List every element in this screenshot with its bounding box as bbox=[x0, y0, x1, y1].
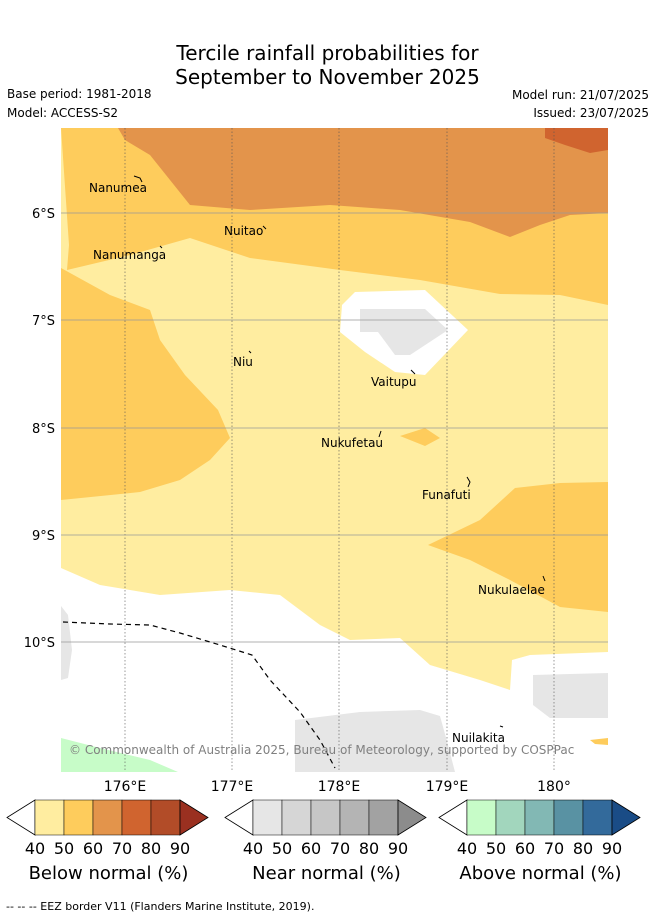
eez-border-line bbox=[62, 621, 336, 769]
niu-island bbox=[248, 350, 252, 354]
near-colorbar-tick-label: 70 bbox=[330, 839, 350, 858]
near-colorbar-tick-label: 90 bbox=[388, 839, 408, 858]
lon-tick-180: 180° bbox=[537, 779, 571, 795]
colorbar-label-near-normal: Near normal (%) bbox=[252, 863, 401, 884]
near-normal-patch-south bbox=[295, 710, 455, 772]
probability-map-area: Nanumea Nuitao Nanumanga Niu Vaitupu Nuk… bbox=[61, 128, 608, 772]
below-colorbar-segment bbox=[34, 799, 65, 836]
island-label-nuitao: Nuitao bbox=[224, 224, 263, 238]
nanumea-island bbox=[133, 175, 143, 183]
nanumanga-island bbox=[159, 245, 163, 249]
island-label-nanumea: Nanumea bbox=[89, 181, 147, 195]
map-title-line2: September to November 2025 bbox=[175, 65, 480, 89]
map-title-line1: Tercile rainfall probabilities for bbox=[176, 41, 479, 65]
lon-tick-178e: 178°E bbox=[318, 779, 361, 795]
near-colorbar-tick-label: 50 bbox=[272, 839, 292, 858]
below-colorbar-under-arrow bbox=[6, 799, 36, 836]
below-colorbar-tick-label: 60 bbox=[83, 839, 103, 858]
nuilakita-island bbox=[499, 725, 504, 728]
island-label-nukufetau: Nukufetau bbox=[321, 436, 383, 450]
below-normal-60-north-band bbox=[118, 128, 608, 237]
above-colorbar-tick-label: 80 bbox=[573, 839, 593, 858]
near-colorbar-segment bbox=[310, 799, 341, 836]
below-colorbar-tick-label: 90 bbox=[170, 839, 190, 858]
island-label-nuilakita: Nuilakita bbox=[452, 731, 505, 745]
above-colorbar-tick-label: 70 bbox=[544, 839, 564, 858]
near-colorbar-segment bbox=[252, 799, 283, 836]
below-colorbar-tick-label: 70 bbox=[112, 839, 132, 858]
above-colorbar-segment bbox=[466, 799, 497, 836]
near-colorbar-tick-label: 40 bbox=[243, 839, 263, 858]
latitude-gridlines bbox=[61, 212, 608, 643]
island-label-nukulaelae: Nukulaelae bbox=[478, 583, 545, 597]
near-normal-patch-centre bbox=[360, 309, 448, 355]
near-colorbar-segment bbox=[339, 799, 370, 836]
below-normal-50-patch-edge bbox=[590, 738, 608, 745]
above-colorbar-segment bbox=[553, 799, 584, 836]
above-colorbar-segment bbox=[524, 799, 555, 836]
near-colorbar-segment bbox=[368, 799, 399, 836]
island-label-niu: Niu bbox=[233, 355, 253, 369]
lat-tick-10s: 10°S bbox=[24, 636, 55, 651]
below-normal-50-southeast-band bbox=[428, 482, 608, 612]
below-colorbar-segment bbox=[150, 799, 181, 836]
above-colorbar-under-arrow bbox=[438, 799, 468, 836]
model-name-text: Model: ACCESS-S2 bbox=[7, 106, 119, 120]
island-label-funafuti: Funafuti bbox=[422, 488, 471, 502]
below-colorbar-segment bbox=[63, 799, 94, 836]
above-colorbar-segment bbox=[495, 799, 526, 836]
above-colorbar-over-arrow bbox=[611, 799, 641, 836]
above-colorbar-tick-label: 40 bbox=[457, 839, 477, 858]
below-colorbar-segment bbox=[121, 799, 152, 836]
below-colorbar-tick-label: 40 bbox=[25, 839, 45, 858]
funafuti-island bbox=[466, 476, 471, 488]
below-normal-70-corner bbox=[545, 128, 608, 153]
eez-border-note: -- -- -- EEZ border V11 (Flanders Marine… bbox=[6, 900, 315, 913]
near-colorbar-segment bbox=[281, 799, 312, 836]
above-colorbar-tick-label: 60 bbox=[515, 839, 535, 858]
lat-tick-6s: 6°S bbox=[32, 207, 55, 222]
vaitupu-island bbox=[410, 369, 416, 375]
colorbar-label-above-normal: Above normal (%) bbox=[459, 863, 622, 884]
nukulaelae-island bbox=[542, 575, 546, 582]
island-shapes bbox=[133, 175, 546, 728]
near-colorbar-over-arrow bbox=[397, 799, 427, 836]
colorbar-near-normal: 40 50 60 70 80 90 bbox=[224, 799, 427, 858]
below-normal-50-west-band bbox=[61, 268, 230, 500]
above-colorbar-tick-label: 90 bbox=[602, 839, 622, 858]
below-colorbar-tick-label: 80 bbox=[141, 839, 161, 858]
lat-tick-9s: 9°S bbox=[32, 529, 55, 544]
colorbar-above-normal: 40 50 60 70 80 90 bbox=[438, 799, 641, 858]
no-dominant-region-south bbox=[61, 568, 608, 772]
below-colorbar-segment bbox=[92, 799, 123, 836]
lon-tick-177e: 177°E bbox=[211, 779, 254, 795]
base-period-text: Base period: 1981-2018 bbox=[7, 87, 152, 101]
island-label-vaitupu: Vaitupu bbox=[371, 375, 417, 389]
lon-tick-179e: 179°E bbox=[426, 779, 469, 795]
lat-tick-7s: 7°S bbox=[32, 314, 55, 329]
near-colorbar-under-arrow bbox=[224, 799, 254, 836]
near-colorbar-tick-label: 60 bbox=[301, 839, 321, 858]
issued-date-text: Issued: 23/07/2025 bbox=[533, 106, 649, 120]
island-label-nanumanga: Nanumanga bbox=[93, 248, 166, 262]
near-normal-patch-west bbox=[61, 606, 72, 680]
lat-tick-8s: 8°S bbox=[32, 422, 55, 437]
longitude-gridlines bbox=[124, 128, 555, 772]
below-normal-50-patch-nukufetau bbox=[400, 428, 440, 446]
above-normal-patch-southwest bbox=[61, 738, 178, 772]
below-colorbar-over-arrow bbox=[179, 799, 209, 836]
colorbar-label-below-normal: Below normal (%) bbox=[28, 863, 189, 884]
above-colorbar-segment bbox=[582, 799, 613, 836]
colorbar-below-normal: 40 50 60 70 80 90 bbox=[6, 799, 209, 858]
copyright-notice: © Commonwealth of Australia 2025, Bureau… bbox=[69, 743, 574, 757]
above-colorbar-tick-label: 50 bbox=[486, 839, 506, 858]
below-colorbar-tick-label: 50 bbox=[54, 839, 74, 858]
lon-tick-176e: 176°E bbox=[104, 779, 147, 795]
near-normal-patch-east bbox=[533, 673, 608, 718]
nukufetau-island bbox=[378, 430, 382, 438]
nuitao-island bbox=[262, 225, 267, 230]
model-run-text: Model run: 21/07/2025 bbox=[511, 88, 649, 102]
near-colorbar-tick-label: 80 bbox=[359, 839, 379, 858]
